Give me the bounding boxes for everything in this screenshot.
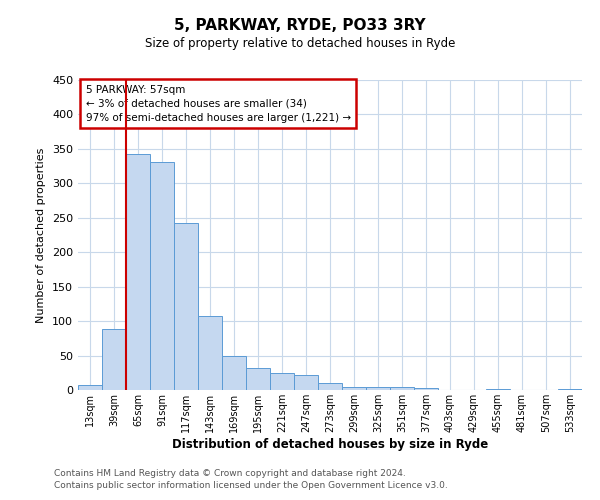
Bar: [318, 383, 342, 390]
Text: 5 PARKWAY: 57sqm
← 3% of detached houses are smaller (34)
97% of semi-detached h: 5 PARKWAY: 57sqm ← 3% of detached houses…: [86, 84, 350, 122]
Bar: [78, 385, 102, 390]
Text: Contains HM Land Registry data © Crown copyright and database right 2024.: Contains HM Land Registry data © Crown c…: [54, 468, 406, 477]
Bar: [414, 388, 438, 390]
Bar: [558, 388, 582, 390]
Bar: [390, 387, 414, 390]
Bar: [366, 387, 390, 390]
X-axis label: Distribution of detached houses by size in Ryde: Distribution of detached houses by size …: [172, 438, 488, 450]
Bar: [126, 154, 150, 390]
Bar: [294, 375, 318, 390]
Bar: [342, 386, 366, 390]
Bar: [150, 162, 174, 390]
Bar: [222, 356, 246, 390]
Bar: [486, 388, 510, 390]
Bar: [174, 224, 198, 390]
Text: Contains public sector information licensed under the Open Government Licence v3: Contains public sector information licen…: [54, 481, 448, 490]
Text: 5, PARKWAY, RYDE, PO33 3RY: 5, PARKWAY, RYDE, PO33 3RY: [174, 18, 426, 32]
Bar: [198, 316, 222, 390]
Text: Size of property relative to detached houses in Ryde: Size of property relative to detached ho…: [145, 38, 455, 51]
Bar: [270, 373, 294, 390]
Y-axis label: Number of detached properties: Number of detached properties: [37, 148, 46, 322]
Bar: [102, 330, 126, 390]
Bar: [246, 368, 270, 390]
